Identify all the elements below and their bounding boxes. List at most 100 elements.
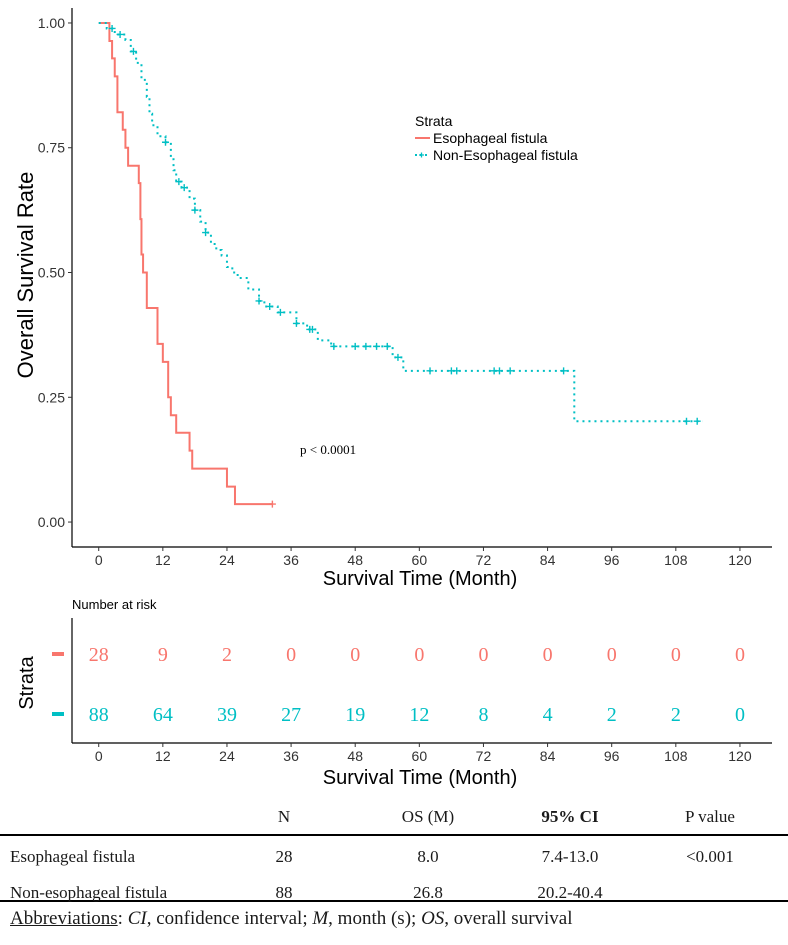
x-tick-label: 0 <box>95 552 103 568</box>
risk-count: 12 <box>409 704 429 726</box>
row-label: Non-esophageal fistula <box>10 883 168 902</box>
x-tick-label: 108 <box>664 552 688 568</box>
risk-x-axis-label: Survival Time (Month) <box>323 767 518 789</box>
km-plot: 0.000.250.500.751.000 12 24 36 48 60 72 84 96 108… <box>13 8 772 789</box>
risk-count: 4 <box>543 704 553 726</box>
risk-count: 0 <box>478 644 488 666</box>
table-row: Esophageal fistula 28 8.0 7.4-13.0 <0.00… <box>0 841 788 873</box>
censor-mark <box>683 417 691 425</box>
censor-mark <box>292 319 300 327</box>
cell-os: 26.8 <box>413 883 443 902</box>
risk-count: 0 <box>350 644 360 666</box>
cell-ci: 7.4-13.0 <box>541 847 599 866</box>
y-tick-label: 0.00 <box>38 514 65 530</box>
censor-mark <box>308 325 316 333</box>
legend-censor-mark <box>419 152 424 158</box>
y-tick-label: 1.00 <box>38 15 65 31</box>
risk-count: 19 <box>345 704 365 726</box>
x-tick-label: 120 <box>728 552 752 568</box>
censor-mark <box>330 342 338 350</box>
censor-mark <box>255 297 263 305</box>
header-p: P value <box>685 807 735 826</box>
risk-count: 9 <box>158 644 168 666</box>
risk-count: 2 <box>671 704 681 726</box>
censor-mark <box>394 353 402 361</box>
risk-x-tick-label: 24 <box>219 748 235 764</box>
cell-n: 28 <box>275 847 293 866</box>
y-tick-label: 0.75 <box>38 140 65 156</box>
x-tick-label: 60 <box>412 552 428 568</box>
cell-os: 8.0 <box>417 847 439 866</box>
risk-count: 39 <box>217 704 237 726</box>
censor-mark <box>108 24 116 32</box>
x-axis-label: Survival Time (Month) <box>323 568 518 590</box>
censor-mark <box>373 342 381 350</box>
censor-mark <box>383 342 391 350</box>
risk-count: 64 <box>153 704 173 726</box>
risk-count: 0 <box>671 644 681 666</box>
table-row: Non-esophageal fistula 88 26.8 20.2-40.4 <box>0 877 788 909</box>
censor-mark <box>180 184 188 192</box>
risk-x-tick-label: 36 <box>283 748 299 764</box>
censor-mark <box>276 308 284 316</box>
censor-mark <box>560 367 568 375</box>
risk-x-tick-label: 84 <box>540 748 556 764</box>
abbreviations-label: Abbreviations <box>10 908 118 929</box>
censor-mark <box>191 206 199 214</box>
y-tick-label: 0.25 <box>38 389 65 405</box>
censor-mark <box>453 367 461 375</box>
censor-mark <box>362 342 370 350</box>
x-tick-label: 48 <box>347 552 363 568</box>
y-tick-label: 0.50 <box>38 265 65 281</box>
cell-p: <0.001 <box>686 847 734 866</box>
risk-count: 0 <box>286 644 296 666</box>
header-ci: 95% CI <box>541 807 599 826</box>
censor-mark <box>116 30 124 38</box>
risk-count: 88 <box>89 704 109 726</box>
x-tick-label: 24 <box>219 552 235 568</box>
abbreviations-footnote: Abbreviations: CI, confidence interval; … <box>10 908 573 929</box>
abbrev-term: OS <box>421 908 445 929</box>
abbrev-term: CI <box>127 908 147 929</box>
abbrev-def: month (s) <box>337 908 412 929</box>
legend: Strata Esophageal fistula Non-Esophageal… <box>415 113 578 163</box>
legend-title: Strata <box>415 113 453 129</box>
abbrev-def: confidence interval <box>156 908 303 929</box>
legend-label-non-esophageal: Non-Esophageal fistula <box>433 147 578 163</box>
p-value-annotation: p < 0.0001 <box>300 442 356 457</box>
x-tick-label: 12 <box>155 552 171 568</box>
x-tick-label: 36 <box>283 552 299 568</box>
risk-count: 0 <box>607 644 617 666</box>
risk-x-tick-label: 48 <box>347 748 363 764</box>
risk-x-tick-label: 120 <box>728 748 752 764</box>
cell-n: 88 <box>275 883 293 902</box>
header-n: N <box>277 807 291 826</box>
censor-mark <box>202 229 210 237</box>
censor-mark <box>175 178 183 186</box>
risk-x-tick-label: 0 <box>95 748 103 764</box>
risk-x-tick-label: 60 <box>412 748 428 764</box>
x-tick-label: 84 <box>540 552 556 568</box>
risk-count: 0 <box>414 644 424 666</box>
risk-x-tick-label: 108 <box>664 748 688 764</box>
censor-mark <box>506 367 514 375</box>
risk-count: 27 <box>281 704 301 726</box>
risk-x-tick-label: 12 <box>155 748 171 764</box>
risk-count: 0 <box>735 644 745 666</box>
row-label: Esophageal fistula <box>10 847 136 866</box>
risk-count: 0 <box>543 644 553 666</box>
censor-mark <box>268 500 276 508</box>
abbrev-term: M <box>312 908 329 929</box>
risk-table-title: Number at risk <box>72 597 157 612</box>
abbrev-def: overall survival <box>453 908 573 929</box>
legend-label-esophageal: Esophageal fistula <box>433 130 548 146</box>
censor-mark <box>162 138 170 146</box>
censor-mark <box>693 417 701 425</box>
y-axis-label: Overall Survival Rate <box>13 172 38 379</box>
survival-curve-non-esophageal <box>98 21 703 423</box>
table-bottom-rule <box>0 900 788 902</box>
header-os: OS (M) <box>401 807 455 826</box>
table-top-rule <box>0 834 788 836</box>
censor-mark <box>495 367 503 375</box>
risk-count: 2 <box>222 644 232 666</box>
